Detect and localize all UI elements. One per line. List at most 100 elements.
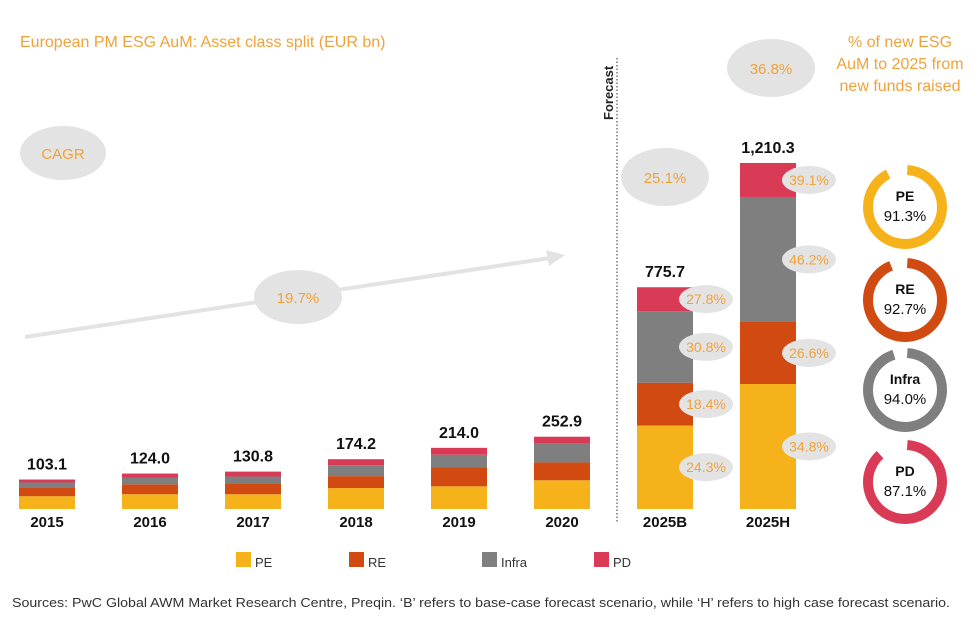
- donut-value: 91.3%: [884, 208, 927, 225]
- category-label: 2018: [339, 514, 372, 531]
- bars: 103.1 2015 124.0 2016 130.8 2017 174.2 2018 214.…: [19, 140, 836, 531]
- cagr-historical-bubble: 19.7%: [254, 270, 342, 324]
- legend-item-pe: PE: [236, 552, 273, 570]
- bar-2019: 214.0 2019: [431, 425, 487, 531]
- donut-arc: [863, 348, 947, 432]
- legend-swatch: [482, 552, 497, 567]
- segment-cagr-value: 30.8%: [686, 339, 726, 355]
- donut-re: RE 92.7%: [863, 258, 947, 342]
- bar-segment-re: [225, 483, 281, 495]
- bar-segment-infra: [225, 476, 281, 484]
- bar-2025H: 1,210.3 2025H 34.8% 26.6% 46.2% 39.1%: [740, 140, 836, 531]
- donut-arc: [863, 165, 947, 249]
- donut-arc: [863, 440, 947, 524]
- segment-cagr-infra: 46.2%: [782, 245, 836, 274]
- legend-item-pd: PD: [594, 552, 631, 570]
- category-label: 2019: [442, 514, 475, 531]
- new-funds-title-line: AuM to 2025 from: [836, 56, 963, 73]
- bar-segment-pd: [637, 287, 693, 312]
- bar-segment-infra: [19, 482, 75, 488]
- bar-segment-pd: [534, 436, 590, 444]
- segment-cagr-pe: 24.3%: [679, 453, 733, 482]
- segment-cagr-value: 34.8%: [789, 438, 829, 454]
- segment-cagr-pe: 34.8%: [782, 432, 836, 461]
- bar-2020: 252.9 2020: [534, 414, 590, 531]
- bar-total-label: 130.8: [233, 449, 273, 466]
- legend-swatch: [236, 552, 251, 567]
- category-label: 2025B: [643, 514, 687, 531]
- legend-label: RE: [368, 555, 386, 570]
- cagr-2025b-value: 25.1%: [644, 170, 687, 187]
- cagr-historical-value: 19.7%: [277, 290, 320, 307]
- category-label: 2017: [236, 514, 269, 531]
- donut-value: 94.0%: [884, 391, 927, 408]
- donut-pe: PE 91.3%: [863, 165, 947, 249]
- bar-segment-infra: [431, 454, 487, 468]
- cagr-2025h-value: 36.8%: [750, 61, 793, 78]
- legend-item-infra: Infra: [482, 552, 528, 570]
- bar-segment-infra: [534, 443, 590, 463]
- bar-segment-pd: [122, 473, 178, 478]
- bar-2015: 103.1 2015: [19, 457, 75, 531]
- bar-total-label: 252.9: [542, 414, 582, 431]
- bar-segment-pe: [122, 494, 178, 509]
- segment-cagr-value: 26.6%: [789, 345, 829, 361]
- new-funds-title: % of new ESG AuM to 2025 from new funds …: [836, 34, 963, 95]
- bar-segment-pd: [328, 459, 384, 466]
- bar-total-label: 103.1: [27, 457, 67, 474]
- forecast-label: Forecast: [601, 65, 616, 120]
- bar-total-label: 174.2: [336, 436, 376, 453]
- segment-cagr-value: 39.1%: [789, 172, 829, 188]
- chart-title: European PM ESG AuM: Asset class split (…: [20, 34, 385, 51]
- source-note: Sources: PwC Global AWM Market Research …: [12, 595, 950, 610]
- category-label: 2020: [545, 514, 578, 531]
- bar-segment-pd: [19, 479, 75, 483]
- legend-swatch: [349, 552, 364, 567]
- bar-2025B: 775.7 2025B 24.3% 18.4% 30.8% 27.8%: [637, 264, 733, 531]
- segment-cagr-value: 27.8%: [686, 291, 726, 307]
- bar-segment-pe: [431, 486, 487, 509]
- bar-total-label: 1,210.3: [741, 140, 794, 157]
- bar-segment-infra: [122, 477, 178, 485]
- cagr-label: CAGR: [41, 146, 85, 163]
- bar-total-label: 124.0: [130, 451, 170, 468]
- donut-pd: PD 87.1%: [863, 440, 947, 524]
- donut-name: RE: [895, 281, 914, 297]
- segment-cagr-infra: 30.8%: [679, 332, 733, 361]
- bar-total-label: 775.7: [645, 264, 685, 281]
- new-funds-title-line: % of new ESG: [848, 34, 952, 51]
- segment-cagr-re: 18.4%: [679, 390, 733, 419]
- legend-label: Infra: [501, 555, 528, 570]
- legend: PE RE Infra PD: [236, 552, 631, 570]
- bar-segment-re: [431, 467, 487, 487]
- category-label: 2015: [30, 514, 63, 531]
- bar-2017: 130.8 2017: [225, 449, 281, 531]
- cagr-2025h-bubble: 36.8%: [727, 39, 815, 97]
- bar-segment-re: [534, 462, 590, 481]
- bar-segment-pe: [534, 480, 590, 509]
- cagr-2025b-bubble: 25.1%: [621, 148, 709, 206]
- category-label: 2025H: [746, 514, 790, 531]
- segment-cagr-value: 18.4%: [686, 396, 726, 412]
- bar-segment-re: [122, 484, 178, 495]
- bar-segment-pe: [328, 488, 384, 509]
- donut-name: PD: [895, 463, 914, 479]
- bar-segment-pe: [225, 494, 281, 509]
- bar-segment-pe: [19, 496, 75, 509]
- category-label: 2016: [133, 514, 166, 531]
- donut-name: Infra: [890, 371, 921, 387]
- bar-segment-re: [19, 487, 75, 497]
- segment-cagr-pd: 27.8%: [679, 285, 733, 314]
- legend-label: PE: [255, 555, 273, 570]
- donut-infra: Infra 94.0%: [863, 348, 947, 432]
- segment-cagr-pd: 39.1%: [782, 165, 836, 194]
- segment-cagr-value: 24.3%: [686, 459, 726, 475]
- new-funds-title-line: new funds raised: [840, 78, 961, 95]
- bar-segment-re: [328, 476, 384, 489]
- donut-arc: [863, 258, 947, 342]
- bar-total-label: 214.0: [439, 425, 479, 442]
- new-funds-donuts: PE 91.3% RE 92.7% Infra 94.0% PD 87.1%: [863, 165, 947, 524]
- donut-name: PE: [896, 188, 915, 204]
- legend-swatch: [594, 552, 609, 567]
